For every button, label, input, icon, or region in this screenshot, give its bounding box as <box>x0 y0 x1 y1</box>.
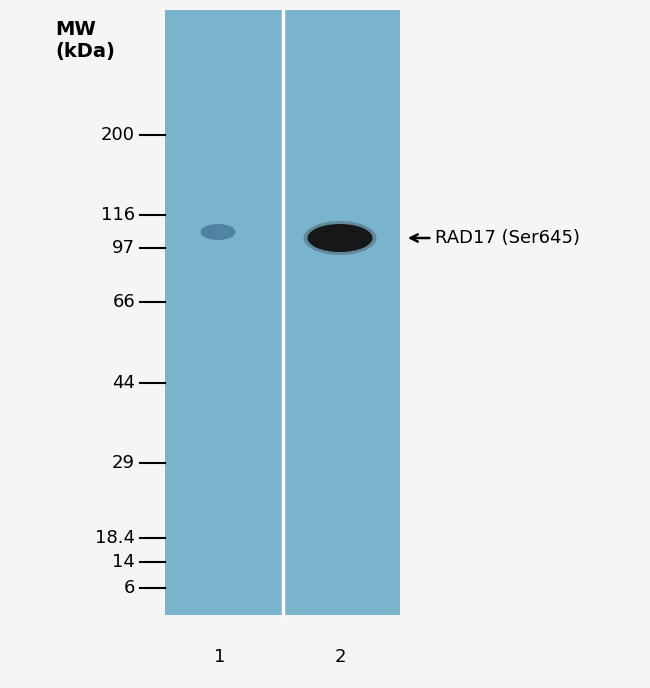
Text: 200: 200 <box>101 126 135 144</box>
Ellipse shape <box>304 221 376 255</box>
Text: 1: 1 <box>214 648 226 666</box>
Text: RAD17 (Ser645): RAD17 (Ser645) <box>411 229 580 247</box>
Ellipse shape <box>307 224 372 252</box>
Ellipse shape <box>200 224 235 240</box>
Text: 14: 14 <box>112 553 135 571</box>
Text: 44: 44 <box>112 374 135 392</box>
Text: 97: 97 <box>112 239 135 257</box>
Bar <box>165 10 400 615</box>
Text: 116: 116 <box>101 206 135 224</box>
Text: 2: 2 <box>334 648 346 666</box>
Text: 18.4: 18.4 <box>95 529 135 547</box>
Text: 66: 66 <box>112 293 135 311</box>
Text: 29: 29 <box>112 454 135 472</box>
Text: 6: 6 <box>124 579 135 597</box>
Text: MW
(kDa): MW (kDa) <box>55 20 115 61</box>
